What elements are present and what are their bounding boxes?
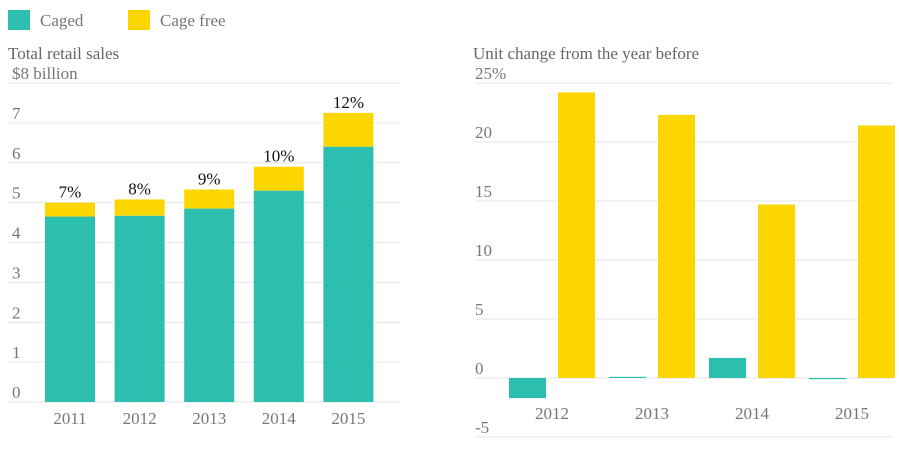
chart-title: Total retail sales — [8, 44, 119, 63]
y-tick-label: 5 — [12, 184, 21, 203]
legend-label: Cage free — [160, 11, 226, 30]
share-label: 9% — [198, 169, 221, 188]
x-tick-label: 2012 — [535, 404, 569, 423]
x-tick-label: 2015 — [331, 409, 365, 428]
share-label: 12% — [333, 93, 364, 112]
share-label: 7% — [59, 183, 82, 202]
bar-segment — [253, 166, 304, 191]
bar-segment — [45, 216, 95, 402]
bar-segment — [45, 202, 95, 217]
x-tick-label: 2013 — [192, 409, 226, 428]
bar — [658, 114, 695, 379]
y-tick-label: 15 — [475, 182, 492, 201]
legend-swatch — [8, 10, 30, 30]
x-tick-label: 2012 — [123, 409, 157, 428]
chart-title: Unit change from the year before — [473, 44, 699, 63]
y-tick-label: 25% — [475, 64, 506, 83]
y-tick-label: 6 — [12, 144, 21, 163]
y-tick-label: 3 — [12, 263, 21, 282]
bar — [709, 357, 746, 378]
legend-label: Caged — [40, 11, 84, 30]
y-tick-label: 5 — [475, 300, 484, 319]
y-tick-label: 10 — [475, 241, 492, 260]
bar-segment — [323, 112, 374, 147]
y-tick-label: 0 — [12, 383, 21, 402]
share-label: 8% — [128, 179, 151, 198]
bar — [758, 204, 795, 378]
x-tick-label: 2011 — [53, 409, 86, 428]
x-tick-label: 2015 — [835, 404, 869, 423]
bar — [858, 125, 895, 378]
y-tick-label: 20 — [475, 123, 492, 142]
y-tick-label: 2 — [12, 303, 21, 322]
y-tick-label: 4 — [12, 224, 21, 243]
x-tick-label: 2014 — [735, 404, 770, 423]
bar-segment — [184, 208, 235, 402]
y-tick-label: 0 — [475, 359, 484, 378]
bar — [558, 92, 595, 378]
bar-segment — [184, 189, 235, 209]
y-tick-label: -5 — [475, 418, 489, 437]
bar-segment — [114, 215, 165, 402]
bar — [509, 378, 546, 399]
bar-segment — [323, 146, 374, 402]
share-label: 10% — [263, 147, 294, 166]
y-tick-label: $8 billion — [12, 64, 78, 83]
legend-swatch — [128, 10, 150, 30]
y-tick-label: 1 — [12, 343, 21, 362]
y-tick-label: 7 — [12, 104, 21, 123]
bar-segment — [114, 199, 165, 216]
bar — [609, 376, 646, 378]
bar — [809, 378, 846, 380]
x-tick-label: 2013 — [635, 404, 669, 423]
x-tick-label: 2014 — [262, 409, 297, 428]
bar-segment — [253, 190, 304, 402]
